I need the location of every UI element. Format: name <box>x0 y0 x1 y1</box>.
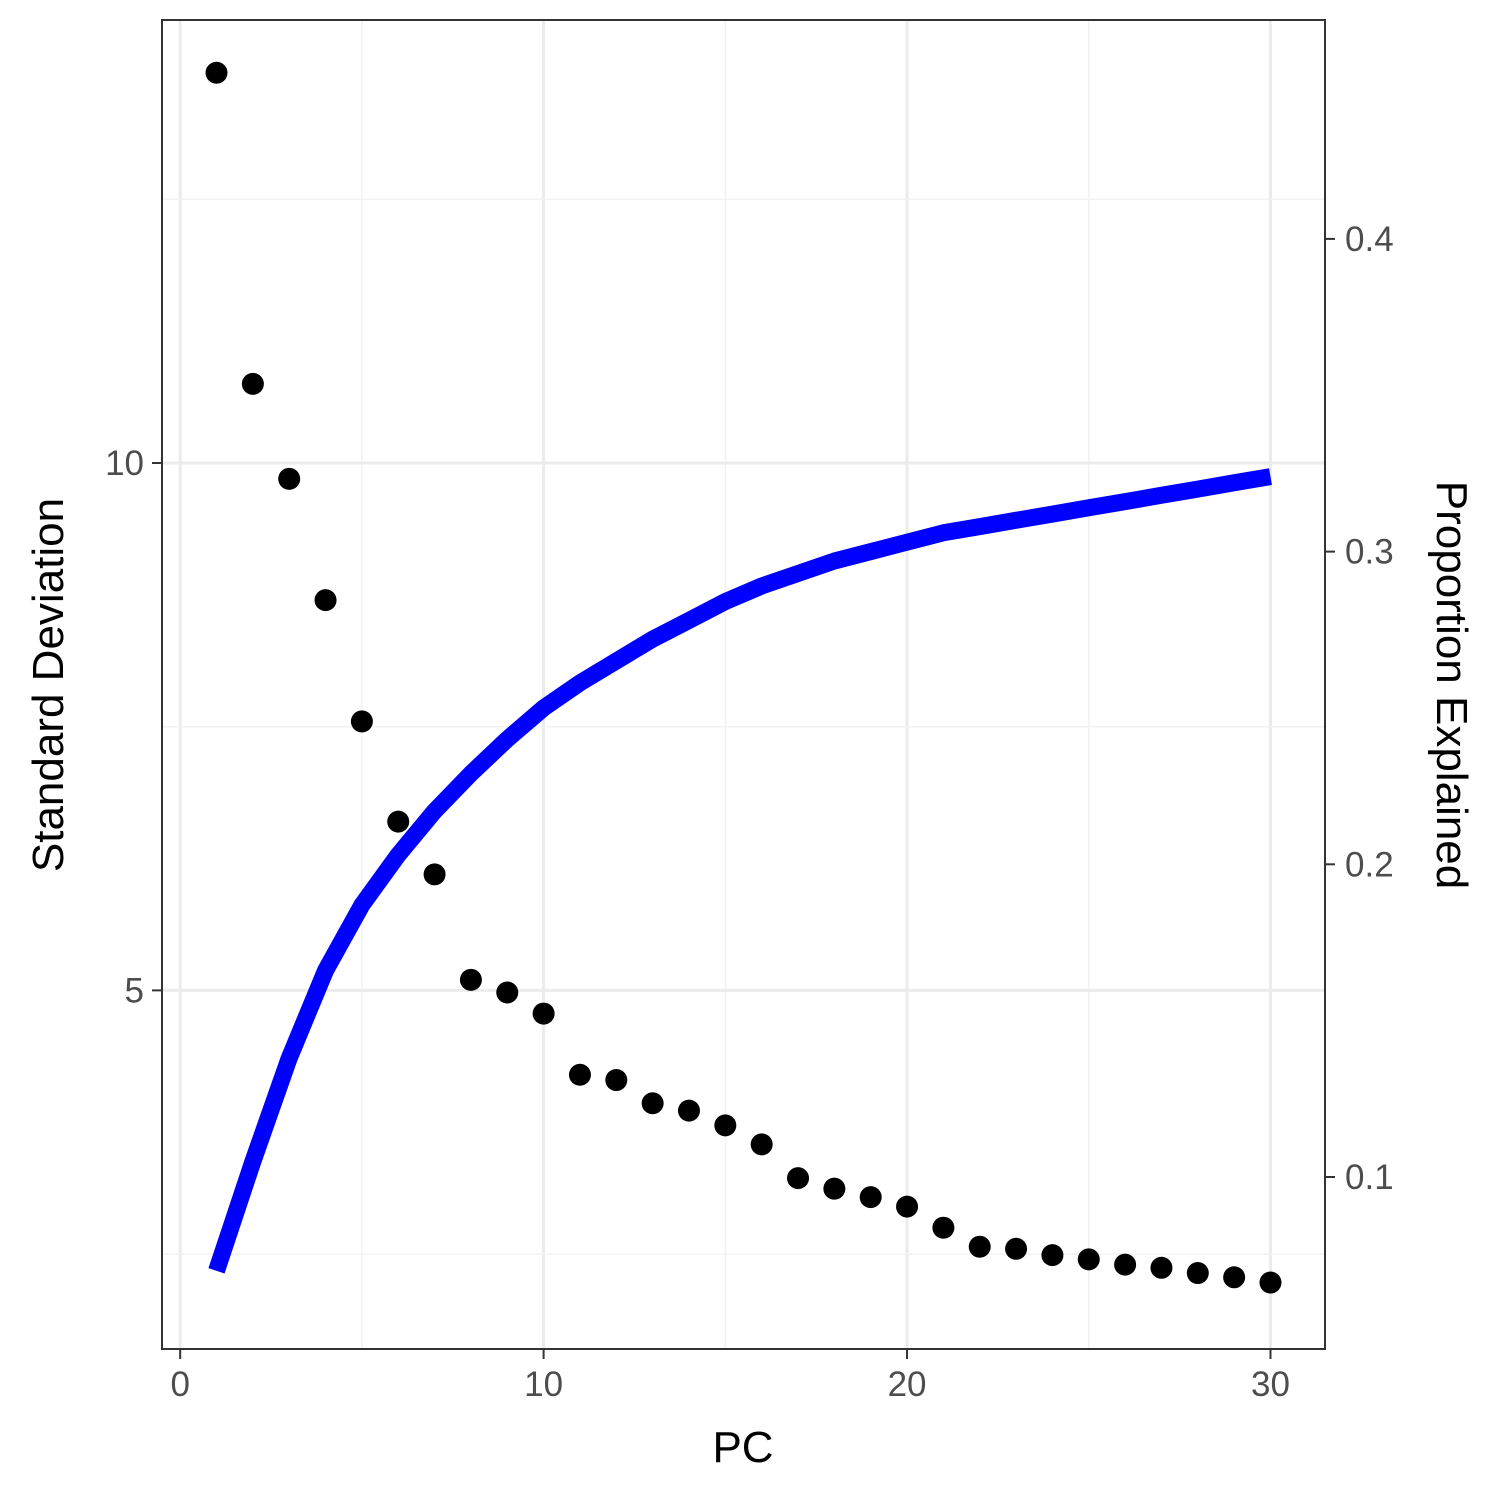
y2-axis-title: Proportion Explained <box>1427 481 1476 889</box>
sd-point <box>205 61 228 84</box>
sd-point <box>241 372 264 395</box>
sd-point <box>1114 1253 1137 1276</box>
y2-tick-label: 0.1 <box>1345 1158 1394 1197</box>
y-tick-label: 10 <box>105 444 144 483</box>
y-axis-title: Standard Deviation <box>24 498 73 872</box>
sd-point <box>641 1092 664 1115</box>
panel-border <box>161 19 1326 1350</box>
sd-point <box>387 810 410 833</box>
sd-point <box>787 1167 810 1190</box>
x-tick-label: 20 <box>888 1365 927 1404</box>
proportion-line-layer <box>208 468 1272 1274</box>
y-tick-label: 5 <box>125 971 144 1010</box>
proportion-explained-line <box>208 468 1272 1274</box>
sd-point <box>1223 1266 1246 1289</box>
sd-point <box>932 1216 955 1239</box>
sd-point <box>314 589 337 612</box>
sd-point <box>278 467 301 490</box>
sd-point <box>1150 1256 1173 1279</box>
axes: 0 10 20 30 5 10 0.1 0.2 0.3 0.4 <box>105 220 1394 1404</box>
sd-point <box>896 1195 919 1218</box>
sd-point <box>823 1177 846 1200</box>
sd-point <box>350 710 373 733</box>
y2-tick-label: 0.4 <box>1345 220 1394 259</box>
sd-point <box>1259 1271 1282 1294</box>
y2-tick-label: 0.2 <box>1345 845 1394 884</box>
sd-point <box>1077 1248 1100 1271</box>
sd-point <box>605 1069 628 1092</box>
sd-point <box>496 981 519 1004</box>
x-tick-label: 0 <box>170 1365 189 1404</box>
x-axis-title: PC <box>712 1423 773 1472</box>
sd-point <box>1005 1237 1028 1260</box>
y2-tick-label: 0.3 <box>1345 533 1394 572</box>
sd-point <box>423 863 446 886</box>
sd-point <box>1041 1244 1064 1267</box>
sd-point <box>968 1235 991 1258</box>
sd-point <box>1186 1262 1209 1285</box>
sd-point <box>568 1063 591 1086</box>
sd-point <box>750 1133 773 1156</box>
sd-point <box>859 1186 882 1209</box>
sd-points-layer <box>205 61 1282 1294</box>
sd-point <box>714 1114 737 1137</box>
x-tick-label: 10 <box>524 1365 563 1404</box>
x-tick-label: 30 <box>1251 1365 1290 1404</box>
sd-point <box>532 1002 555 1025</box>
sd-point <box>677 1099 700 1122</box>
sd-point <box>459 968 482 991</box>
